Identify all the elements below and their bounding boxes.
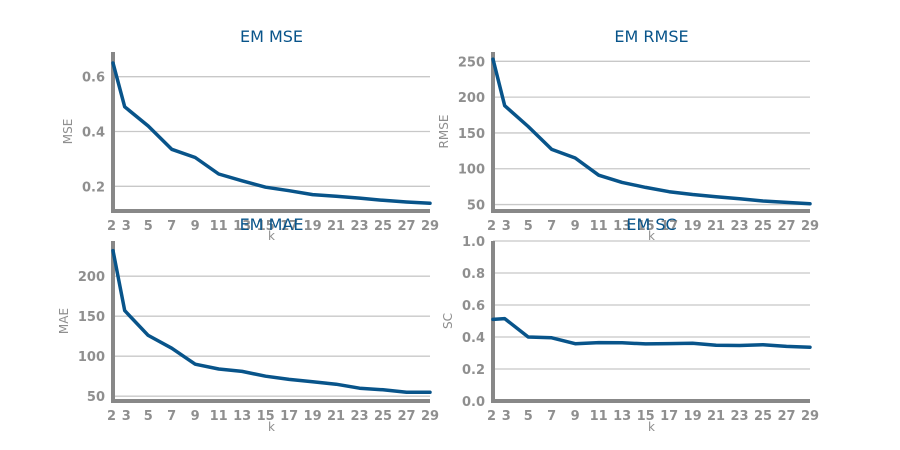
x-tick-label-rmse: 19: [684, 219, 702, 234]
x-tick-label-mae: 23: [351, 409, 369, 424]
x-tick-label-mae: 21: [327, 409, 345, 424]
x-tick-label-sc: 27: [777, 409, 795, 424]
x-tick-label-rmse: 21: [707, 219, 725, 234]
x-tick-label-sc: 29: [801, 409, 819, 424]
chart-title-sc: EM SC: [626, 215, 676, 234]
x-tick-label-sc: 2: [487, 409, 496, 424]
y-tick-label-sc: 0.0: [462, 395, 485, 410]
x-tick-label-sc: 9: [571, 409, 580, 424]
x-tick-label-rmse: 13: [613, 219, 631, 234]
x-tick-label-mae: 2: [107, 409, 116, 424]
x-tick-label-rmse: 3: [502, 219, 511, 234]
y-tick-label-mse: 0.6: [82, 71, 105, 86]
x-tick-label-mae: 27: [397, 409, 415, 424]
x-tick-label-mae: 11: [210, 409, 228, 424]
x-tick-label-rmse: 29: [801, 219, 819, 234]
x-tick-label-mse: 27: [397, 219, 415, 234]
y-tick-label-mae: 150: [78, 310, 105, 325]
x-tick-label-mae: 5: [144, 409, 153, 424]
series-line-sc: [491, 316, 812, 349]
x-tick-label-mae: 29: [421, 409, 439, 424]
y-tick-label-sc: 0.6: [462, 299, 485, 314]
x-tick-label-mse: 2: [107, 219, 116, 234]
x-tick-label-rmse: 11: [590, 219, 608, 234]
x-tick-label-sc: 19: [684, 409, 702, 424]
y-tick-label-sc: 0.4: [462, 331, 485, 346]
y-tick-label-mse: 0.4: [82, 126, 105, 141]
x-tick-label-rmse: 15: [637, 219, 655, 234]
series-line-rmse: [491, 57, 812, 206]
series-line-mae: [111, 248, 432, 394]
x-axis-title-rmse: k: [648, 229, 655, 243]
y-tick-label-sc: 1.0: [462, 235, 485, 250]
x-tick-label-mae: 15: [257, 409, 275, 424]
x-tick-label-mae: 9: [191, 409, 200, 424]
y-tick-label-sc: 0.2: [462, 363, 485, 378]
chart-title-rmse: EM RMSE: [614, 27, 688, 46]
x-tick-label-mae: 3: [122, 409, 131, 424]
x-tick-label-sc: 17: [660, 409, 678, 424]
x-tick-label-rmse: 9: [571, 219, 580, 234]
x-tick-label-mae: 13: [233, 409, 251, 424]
y-axis-title-mse: MSE: [61, 119, 75, 145]
chart-title-mse: EM MSE: [240, 27, 303, 46]
x-tick-label-sc: 13: [613, 409, 631, 424]
y-tick-label-rmse: 150: [458, 127, 485, 142]
y-tick-label-rmse: 200: [458, 91, 485, 106]
x-tick-label-mae: 25: [374, 409, 392, 424]
chart-title-mae: EM MAE: [240, 215, 304, 234]
x-axis-title-mse: k: [268, 229, 275, 243]
x-tick-label-mse: 19: [304, 219, 322, 234]
x-axis-title-sc: k: [648, 420, 655, 434]
y-tick-label-mae: 50: [87, 390, 105, 405]
y-tick-label-sc: 0.8: [462, 267, 485, 282]
x-tick-label-mse: 23: [351, 219, 369, 234]
x-tick-label-rmse: 2: [487, 219, 496, 234]
x-tick-label-mse: 25: [374, 219, 392, 234]
x-tick-label-mse: 29: [421, 219, 439, 234]
series-line-mse: [111, 61, 432, 206]
x-tick-label-mae: 17: [280, 409, 298, 424]
x-tick-label-mse: 13: [233, 219, 251, 234]
x-tick-label-sc: 5: [524, 409, 533, 424]
x-axis-title-mae: k: [268, 420, 275, 434]
y-tick-label-mse: 0.2: [82, 180, 105, 195]
y-tick-label-mae: 200: [78, 270, 105, 285]
x-tick-label-sc: 23: [731, 409, 749, 424]
x-tick-label-sc: 21: [707, 409, 725, 424]
y-axis-title-sc: SC: [441, 313, 455, 329]
x-tick-label-mse: 5: [144, 219, 153, 234]
x-tick-label-mse: 15: [257, 219, 275, 234]
y-tick-label-rmse: 100: [458, 163, 485, 178]
x-tick-label-mse: 17: [280, 219, 298, 234]
x-tick-label-mse: 21: [327, 219, 345, 234]
x-tick-label-rmse: 7: [547, 219, 556, 234]
x-tick-label-sc: 11: [590, 409, 608, 424]
x-tick-label-rmse: 25: [754, 219, 772, 234]
x-tick-label-mse: 7: [167, 219, 176, 234]
x-tick-label-sc: 3: [502, 409, 511, 424]
x-tick-label-mae: 19: [304, 409, 322, 424]
y-axis-title-rmse: RMSE: [437, 115, 451, 149]
x-tick-label-rmse: 27: [777, 219, 795, 234]
x-tick-label-sc: 15: [637, 409, 655, 424]
x-tick-label-mse: 9: [191, 219, 200, 234]
x-tick-label-sc: 25: [754, 409, 772, 424]
x-tick-label-mae: 7: [167, 409, 176, 424]
chart-panel-sc: 0.00.20.40.60.81.02 3 5 7 9 11 13 15 17 19 21 23 25 2…: [441, 215, 819, 434]
chart-panel-mse: 0.20.40.62 3 5 7 9 11 13 15 17 19 21 23 25 27 29kMSEEM…: [61, 27, 439, 243]
x-tick-label-mse: 11: [210, 219, 228, 234]
y-tick-label-rmse: 50: [467, 199, 485, 214]
x-tick-label-rmse: 5: [524, 219, 533, 234]
y-axis-title-mae: MAE: [57, 308, 71, 334]
x-tick-label-sc: 7: [547, 409, 556, 424]
y-tick-label-mae: 100: [78, 350, 105, 365]
x-tick-label-mse: 3: [122, 219, 131, 234]
x-tick-label-rmse: 23: [731, 219, 749, 234]
x-tick-label-rmse: 17: [660, 219, 678, 234]
y-tick-label-rmse: 250: [458, 55, 485, 70]
